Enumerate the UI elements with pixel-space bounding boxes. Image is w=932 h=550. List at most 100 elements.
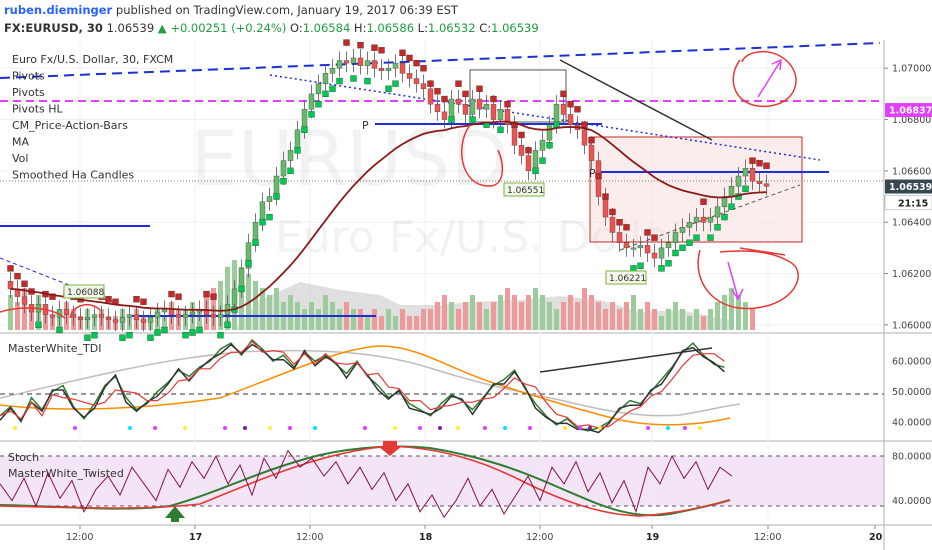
candle[interactable] (77, 316, 84, 320)
candle[interactable] (133, 314, 140, 320)
candle[interactable] (686, 222, 693, 228)
candle[interactable] (175, 314, 182, 318)
candle[interactable] (483, 103, 490, 110)
candle[interactable] (105, 316, 112, 320)
candle[interactable] (126, 314, 133, 318)
study-label[interactable]: Pivots (12, 86, 45, 99)
candle[interactable] (644, 245, 651, 254)
study-label[interactable]: MA (12, 136, 29, 149)
candle[interactable] (756, 180, 763, 184)
candle[interactable] (378, 68, 385, 71)
candle[interactable] (420, 83, 427, 89)
candle[interactable] (161, 309, 168, 313)
study-label[interactable]: CM_Price-Action-Bars (12, 119, 128, 132)
candle[interactable] (672, 232, 679, 243)
candle[interactable] (525, 155, 532, 172)
candle[interactable] (455, 98, 462, 105)
candle[interactable] (497, 109, 504, 120)
candle[interactable] (84, 316, 91, 320)
candle[interactable] (735, 175, 742, 187)
candle[interactable] (728, 186, 735, 197)
candle[interactable] (385, 68, 392, 71)
candle[interactable] (518, 145, 525, 156)
study-label[interactable]: Smoothed Ha Candles (12, 169, 134, 182)
candle[interactable] (714, 206, 721, 218)
candle[interactable] (658, 247, 665, 259)
candle[interactable] (357, 57, 364, 66)
candle[interactable] (490, 103, 497, 120)
candle[interactable] (693, 216, 700, 223)
candle[interactable] (280, 160, 287, 177)
candle[interactable] (343, 60, 350, 64)
study-label[interactable]: Pivots (12, 70, 45, 83)
candle[interactable] (364, 60, 371, 66)
candle[interactable] (588, 145, 595, 161)
candle[interactable] (609, 216, 616, 233)
candle[interactable] (112, 319, 119, 323)
candle[interactable] (581, 129, 588, 146)
candle[interactable] (140, 319, 147, 323)
price-axis[interactable]: 1.07000 1.06800 1.06600 1.06400 1.06200 1.060… (884, 64, 932, 507)
candle[interactable] (91, 314, 98, 318)
candle[interactable] (434, 103, 441, 113)
divergence-line[interactable] (539, 347, 713, 373)
candle[interactable] (70, 314, 77, 318)
trendline-black[interactable] (559, 59, 713, 141)
candle[interactable] (322, 73, 329, 84)
candle[interactable] (700, 216, 707, 223)
candle[interactable] (49, 314, 56, 318)
study-label[interactable]: Euro Fx/U.S. Dollar, 30, FXCM (12, 53, 173, 66)
candle[interactable] (245, 242, 252, 269)
candle[interactable] (707, 216, 714, 223)
candle[interactable] (679, 227, 686, 233)
candle[interactable] (217, 314, 224, 318)
symbol-label[interactable]: FX:EURUSD, 30 (4, 21, 103, 35)
candle[interactable] (315, 83, 322, 95)
candle[interactable] (413, 78, 420, 84)
candle[interactable] (567, 114, 574, 125)
candle[interactable] (189, 311, 196, 315)
candle[interactable] (266, 196, 273, 202)
candle[interactable] (637, 245, 644, 249)
trendline-blue-dashed[interactable] (0, 42, 881, 79)
candle[interactable] (308, 93, 315, 110)
candle[interactable] (539, 139, 546, 151)
author-link[interactable]: ruben.dieminger (4, 3, 113, 17)
candle[interactable] (7, 281, 14, 290)
candle[interactable] (560, 103, 567, 115)
candle[interactable] (399, 62, 406, 74)
candle[interactable] (763, 183, 770, 187)
candle[interactable] (665, 242, 672, 249)
candle[interactable] (504, 109, 511, 125)
study-label[interactable]: Vol (12, 152, 28, 165)
study-label[interactable]: Pivots HL (12, 103, 63, 116)
candle[interactable] (168, 309, 175, 315)
candle[interactable] (336, 60, 343, 69)
candle[interactable] (651, 252, 658, 259)
candle[interactable] (147, 316, 154, 323)
candle[interactable] (546, 124, 553, 141)
candle[interactable] (742, 168, 749, 177)
candle[interactable] (469, 98, 476, 115)
candle[interactable] (623, 242, 630, 249)
trendline-support[interactable] (619, 184, 801, 251)
candle[interactable] (392, 62, 399, 69)
candle[interactable] (476, 98, 483, 110)
candle[interactable] (427, 88, 434, 105)
candle[interactable] (350, 57, 357, 64)
candle[interactable] (210, 314, 217, 318)
candle[interactable] (182, 314, 189, 318)
candle[interactable] (63, 309, 70, 315)
candle[interactable] (406, 73, 413, 79)
time-axis[interactable]: 12:00 17 12:00 18 12:00 19 12:00 20 (66, 525, 883, 543)
candle[interactable] (462, 103, 469, 115)
candle[interactable] (329, 68, 336, 74)
candle[interactable] (749, 168, 756, 182)
candle[interactable] (21, 296, 28, 305)
candle[interactable] (441, 111, 448, 120)
candle[interactable] (630, 247, 637, 250)
candle[interactable] (231, 288, 238, 305)
candle[interactable] (154, 311, 161, 318)
candle[interactable] (371, 60, 378, 69)
